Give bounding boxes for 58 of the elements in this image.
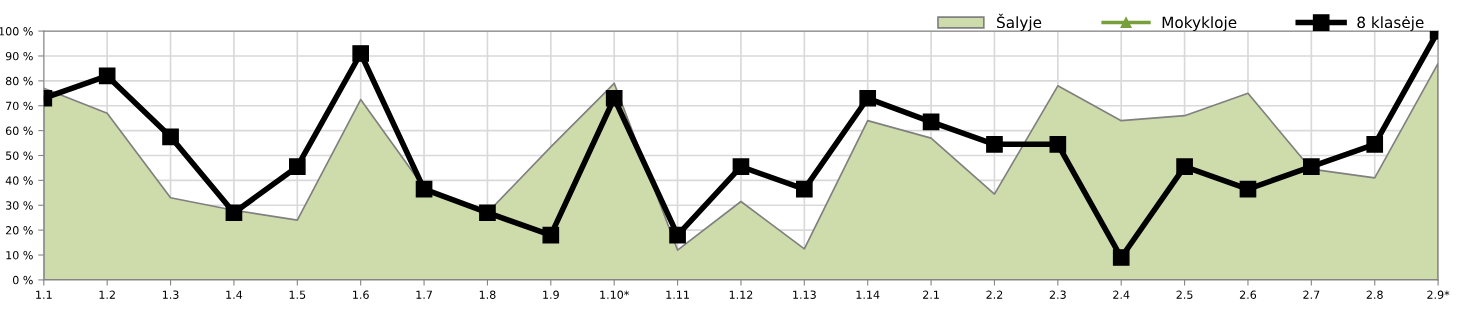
point [162,128,179,146]
point [922,113,940,131]
y-tick-label: 20 % [5,226,33,235]
x-tick-label: 1.10* [600,290,630,299]
x-tick-label: 1.12 [729,290,753,299]
legend-label: Šalyje [997,13,1042,32]
point [288,158,306,176]
x-tick-label: 2.7 [1303,290,1320,299]
point [732,158,750,176]
y-tick-label: 30 % [6,201,33,210]
y-tick-label: 80 % [5,76,33,86]
x-tick-label: 2.2 [986,290,1003,299]
x-tick-label: 2.1 [923,290,939,299]
point [795,180,813,198]
point [1049,135,1067,153]
point [1239,180,1257,198]
y-tick-label: 0 % [12,275,33,285]
point [98,67,116,85]
y-tick-label: 50 % [6,151,33,160]
x-tick-label: 1.8 [479,290,496,299]
x-tick-label: 1.13 [793,290,816,299]
y-tick-label: 10 % [6,250,33,260]
point [1366,135,1384,153]
x-tick-label: 1.11 [666,290,689,299]
y-tick-label: 60 % [5,126,33,135]
x-tick-label: 2.8 [1366,290,1383,299]
x-tick-label: 1.6 [353,290,369,299]
point [542,226,560,244]
point [859,89,877,107]
y-tick-label: 90 % [5,51,33,61]
x-tick-label: 1.4 [226,290,243,299]
y-tick-label: 70 % [6,101,33,111]
x-tick-label: 1.14 [856,290,880,299]
point [1176,158,1193,176]
x-tick-label: 1.9 [543,290,559,299]
x-tick-label: 2.3 [1049,290,1066,299]
x-tick-label: 1.2 [99,290,115,299]
y-tick-label: 40 % [5,176,33,185]
x-tick-label: 2.4 [1113,290,1130,299]
point [225,204,243,222]
x-tick-label: 1.5 [289,290,306,299]
point [415,180,433,198]
point [605,89,623,107]
point [669,226,686,244]
x-tick-label: 2.9* [1427,290,1450,299]
point [352,45,370,62]
point [479,204,496,222]
y-tick-label: 100 % [0,27,33,36]
x-tick-label: 2.5 [1176,290,1193,299]
point [1303,158,1320,176]
point [1112,249,1130,266]
point [986,135,1003,153]
legend-label: 8 klasėje [1357,16,1424,32]
x-tick-label: 1.1 [36,290,52,299]
x-tick-label: 2.6 [1239,290,1257,299]
x-tick-label: 1.3 [162,290,179,299]
x-tick-label: 1.7 [416,290,432,299]
legend-label: Mokykloje [1162,16,1237,32]
